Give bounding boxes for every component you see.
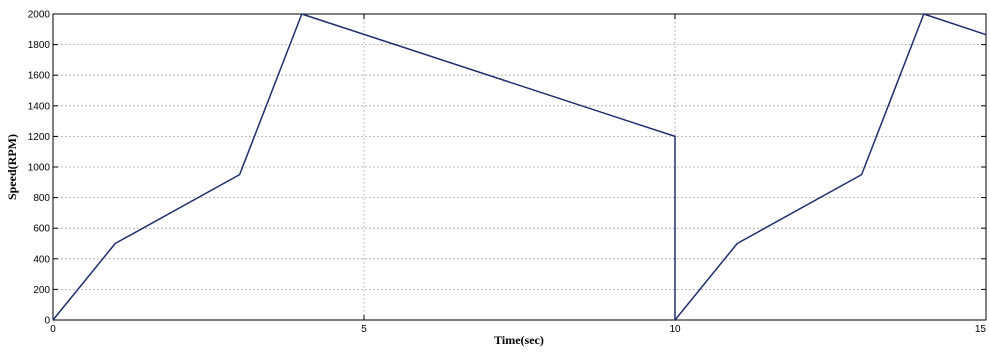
x-axis-title: Time(sec) <box>494 333 544 347</box>
x-tick-label: 5 <box>361 324 367 335</box>
x-tick-label: 0 <box>50 324 56 335</box>
y-tick-label: 600 <box>33 224 50 235</box>
y-tick-label: 0 <box>44 316 50 327</box>
x-tick-label: 15 <box>975 324 987 335</box>
series-line <box>52 13 987 321</box>
y-tick-label: 1600 <box>28 71 51 82</box>
y-tick-label: 400 <box>33 254 50 265</box>
y-tick-label: 1200 <box>28 132 51 143</box>
y-tick-label: 1400 <box>28 101 51 112</box>
y-tick-label: 2000 <box>28 10 51 21</box>
plot-area <box>52 13 987 321</box>
y-tick-label: 1800 <box>28 40 51 51</box>
y-axis-title: Speed(RPM) <box>5 134 19 200</box>
x-tick-label: 10 <box>669 324 681 335</box>
y-tick-label: 800 <box>33 193 50 204</box>
series-group <box>52 13 987 321</box>
tick-labels: 0 200 400 600 800 1000 1200 1400 1600 1800 2000 0 5 1… <box>28 10 987 336</box>
y-tick-label: 200 <box>33 285 50 296</box>
y-tick-label: 1000 <box>28 163 51 174</box>
